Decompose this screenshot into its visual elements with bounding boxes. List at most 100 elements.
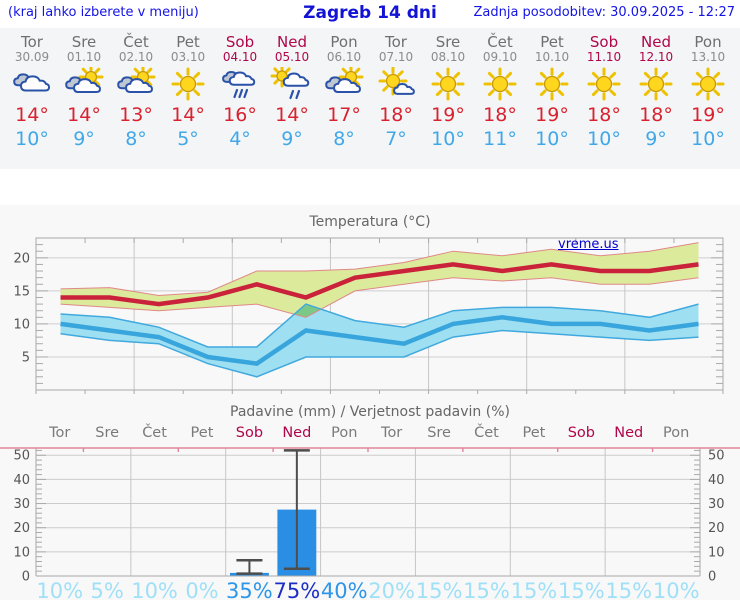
day-date: 07.10 xyxy=(378,50,414,65)
menu-hint-text: (kraj lahko izberete v meniju) xyxy=(8,5,199,20)
day-low-temp: 10° xyxy=(535,128,569,151)
precipitation-chart-title: Padavine (mm) / Verjetnost padavin (%) xyxy=(230,404,510,420)
svg-text:0: 0 xyxy=(22,570,30,583)
day-column[interactable]: Pet 03.10 14° 5° xyxy=(162,32,214,169)
precip-day-label: Tor xyxy=(49,425,71,441)
sunny-icon xyxy=(578,67,630,101)
precip-day-label: Sre xyxy=(95,425,120,441)
cloudy-icon xyxy=(6,67,58,101)
day-name: Ned xyxy=(277,33,307,51)
day-date: 11.10 xyxy=(586,50,622,65)
sunny-icon xyxy=(526,67,578,101)
rain-icon xyxy=(214,67,266,101)
day-column[interactable]: Sob 11.10 18° 10° xyxy=(578,32,630,169)
partly-cloudy-icon xyxy=(318,64,370,101)
svg-text:30: 30 xyxy=(708,497,725,512)
svg-text:20: 20 xyxy=(708,521,725,536)
day-name: Sob xyxy=(225,33,255,51)
day-high-temp: 14° xyxy=(275,104,309,127)
svg-text:30: 30 xyxy=(13,497,30,512)
svg-text:10: 10 xyxy=(708,545,725,560)
day-column[interactable]: Pet 10.10 19° 10° xyxy=(526,32,578,169)
precip-day-label: Sob xyxy=(235,425,264,441)
day-low-temp: 10° xyxy=(15,128,49,151)
day-low-temp: 4° xyxy=(229,128,251,151)
svg-text:5: 5 xyxy=(22,350,30,365)
precip-day-label: Ned xyxy=(614,425,644,441)
day-high-temp: 14° xyxy=(67,104,101,127)
day-column[interactable]: Čet 02.10 13° 8° xyxy=(110,32,162,169)
day-name: Sob xyxy=(589,33,619,51)
day-column[interactable]: Ned 05.10 14° 9° xyxy=(266,32,318,169)
day-high-temp: 18° xyxy=(587,104,621,127)
day-name: Pet xyxy=(176,33,200,51)
day-high-temp: 18° xyxy=(483,104,517,127)
svg-text:50: 50 xyxy=(708,449,725,464)
day-column[interactable]: Sre 08.10 19° 10° xyxy=(422,32,474,169)
forecast-strip: Tor 30.09 14° 10° Sre 01.10 14° 9° Čet 02.10 13° 8°… xyxy=(0,28,740,169)
precip-day-label: Sre xyxy=(427,425,451,441)
day-high-temp: 13° xyxy=(119,104,153,127)
day-low-temp: 10° xyxy=(587,128,621,151)
svg-text:50: 50 xyxy=(13,449,30,464)
day-low-temp: 8° xyxy=(125,128,147,151)
precip-day-label: Čet xyxy=(474,425,499,441)
day-name: Sre xyxy=(435,33,461,51)
day-column[interactable]: Sob 04.10 16° 4° xyxy=(214,32,266,169)
day-high-temp: 14° xyxy=(15,104,49,127)
precip-probability-value: 10% xyxy=(131,579,178,600)
day-low-temp: 9° xyxy=(645,128,667,151)
day-name: Pon xyxy=(694,33,722,51)
day-column[interactable]: Pon 13.10 19° 10° xyxy=(682,32,734,169)
partly-cloudy-icon xyxy=(58,64,110,101)
day-column[interactable]: Tor 07.10 18° 7° xyxy=(370,32,422,169)
temperature-chart-title: Temperatura (°C) xyxy=(309,214,431,230)
day-high-temp: 14° xyxy=(171,104,205,127)
day-high-temp: 19° xyxy=(535,104,569,127)
day-high-temp: 19° xyxy=(431,104,465,127)
precip-day-label: Ned xyxy=(282,425,312,441)
day-name: Tor xyxy=(21,33,43,51)
day-high-temp: 18° xyxy=(379,104,413,127)
day-name: Ned xyxy=(641,33,671,51)
page-title: Zagreb 14 dni xyxy=(303,3,437,23)
day-date: 13.10 xyxy=(690,50,726,65)
precipitation-day-labels: Tor Sre Čet Pet Sob Ned Pon Tor Sre Čet Pet Sob Ned P… xyxy=(36,425,700,441)
precip-day-label: Pon xyxy=(331,425,358,441)
sunny-icon xyxy=(162,67,214,101)
precip-probability-value: 10% xyxy=(36,579,84,600)
sunny-icon xyxy=(630,67,682,101)
day-column[interactable]: Pon 06.10 17° 8° xyxy=(318,32,370,169)
vreme-us-watermark-link[interactable]: vreme.us xyxy=(558,237,619,252)
day-name: Sre xyxy=(71,33,97,51)
svg-text:20: 20 xyxy=(13,251,30,266)
precip-probability-value: 15% xyxy=(558,579,605,600)
day-date: 30.09 xyxy=(14,50,50,65)
mostly-sunny-icon xyxy=(370,66,422,101)
day-date: 09.10 xyxy=(482,50,518,65)
day-low-temp: 7° xyxy=(385,128,407,151)
precip-probability-value: 35% xyxy=(226,579,273,600)
precip-probability-value: 15% xyxy=(415,579,463,600)
sun-rain-icon xyxy=(266,64,318,101)
temperature-chart: 5 10 15 20 xyxy=(13,237,724,394)
precip-day-label: Pon xyxy=(663,425,690,441)
precip-probability-value: 15% xyxy=(605,579,653,600)
day-name: Čet xyxy=(487,33,513,51)
day-name: Tor xyxy=(385,33,407,51)
day-date: 02.10 xyxy=(118,50,154,65)
precip-probability-value: 10% xyxy=(652,579,700,600)
svg-text:40: 40 xyxy=(13,473,30,488)
day-column[interactable]: Sre 01.10 14° 9° xyxy=(58,32,110,169)
precip-day-label: Pet xyxy=(522,425,546,441)
day-column[interactable]: Ned 12.10 18° 9° xyxy=(630,32,682,169)
day-name: Čet xyxy=(123,33,149,51)
svg-text:0: 0 xyxy=(708,570,716,583)
day-column[interactable]: Tor 30.09 14° 10° xyxy=(6,32,58,169)
day-column[interactable]: Čet 09.10 18° 11° xyxy=(474,32,526,169)
day-high-temp: 18° xyxy=(639,104,673,127)
precipitation-probability-row: 10% 5% 10% 0% 35% 75% 40% 20% 15% 15% 15% 15% 15% 10% xyxy=(36,579,700,600)
precip-probability-value: 20% xyxy=(368,579,415,600)
day-date: 01.10 xyxy=(66,50,102,65)
